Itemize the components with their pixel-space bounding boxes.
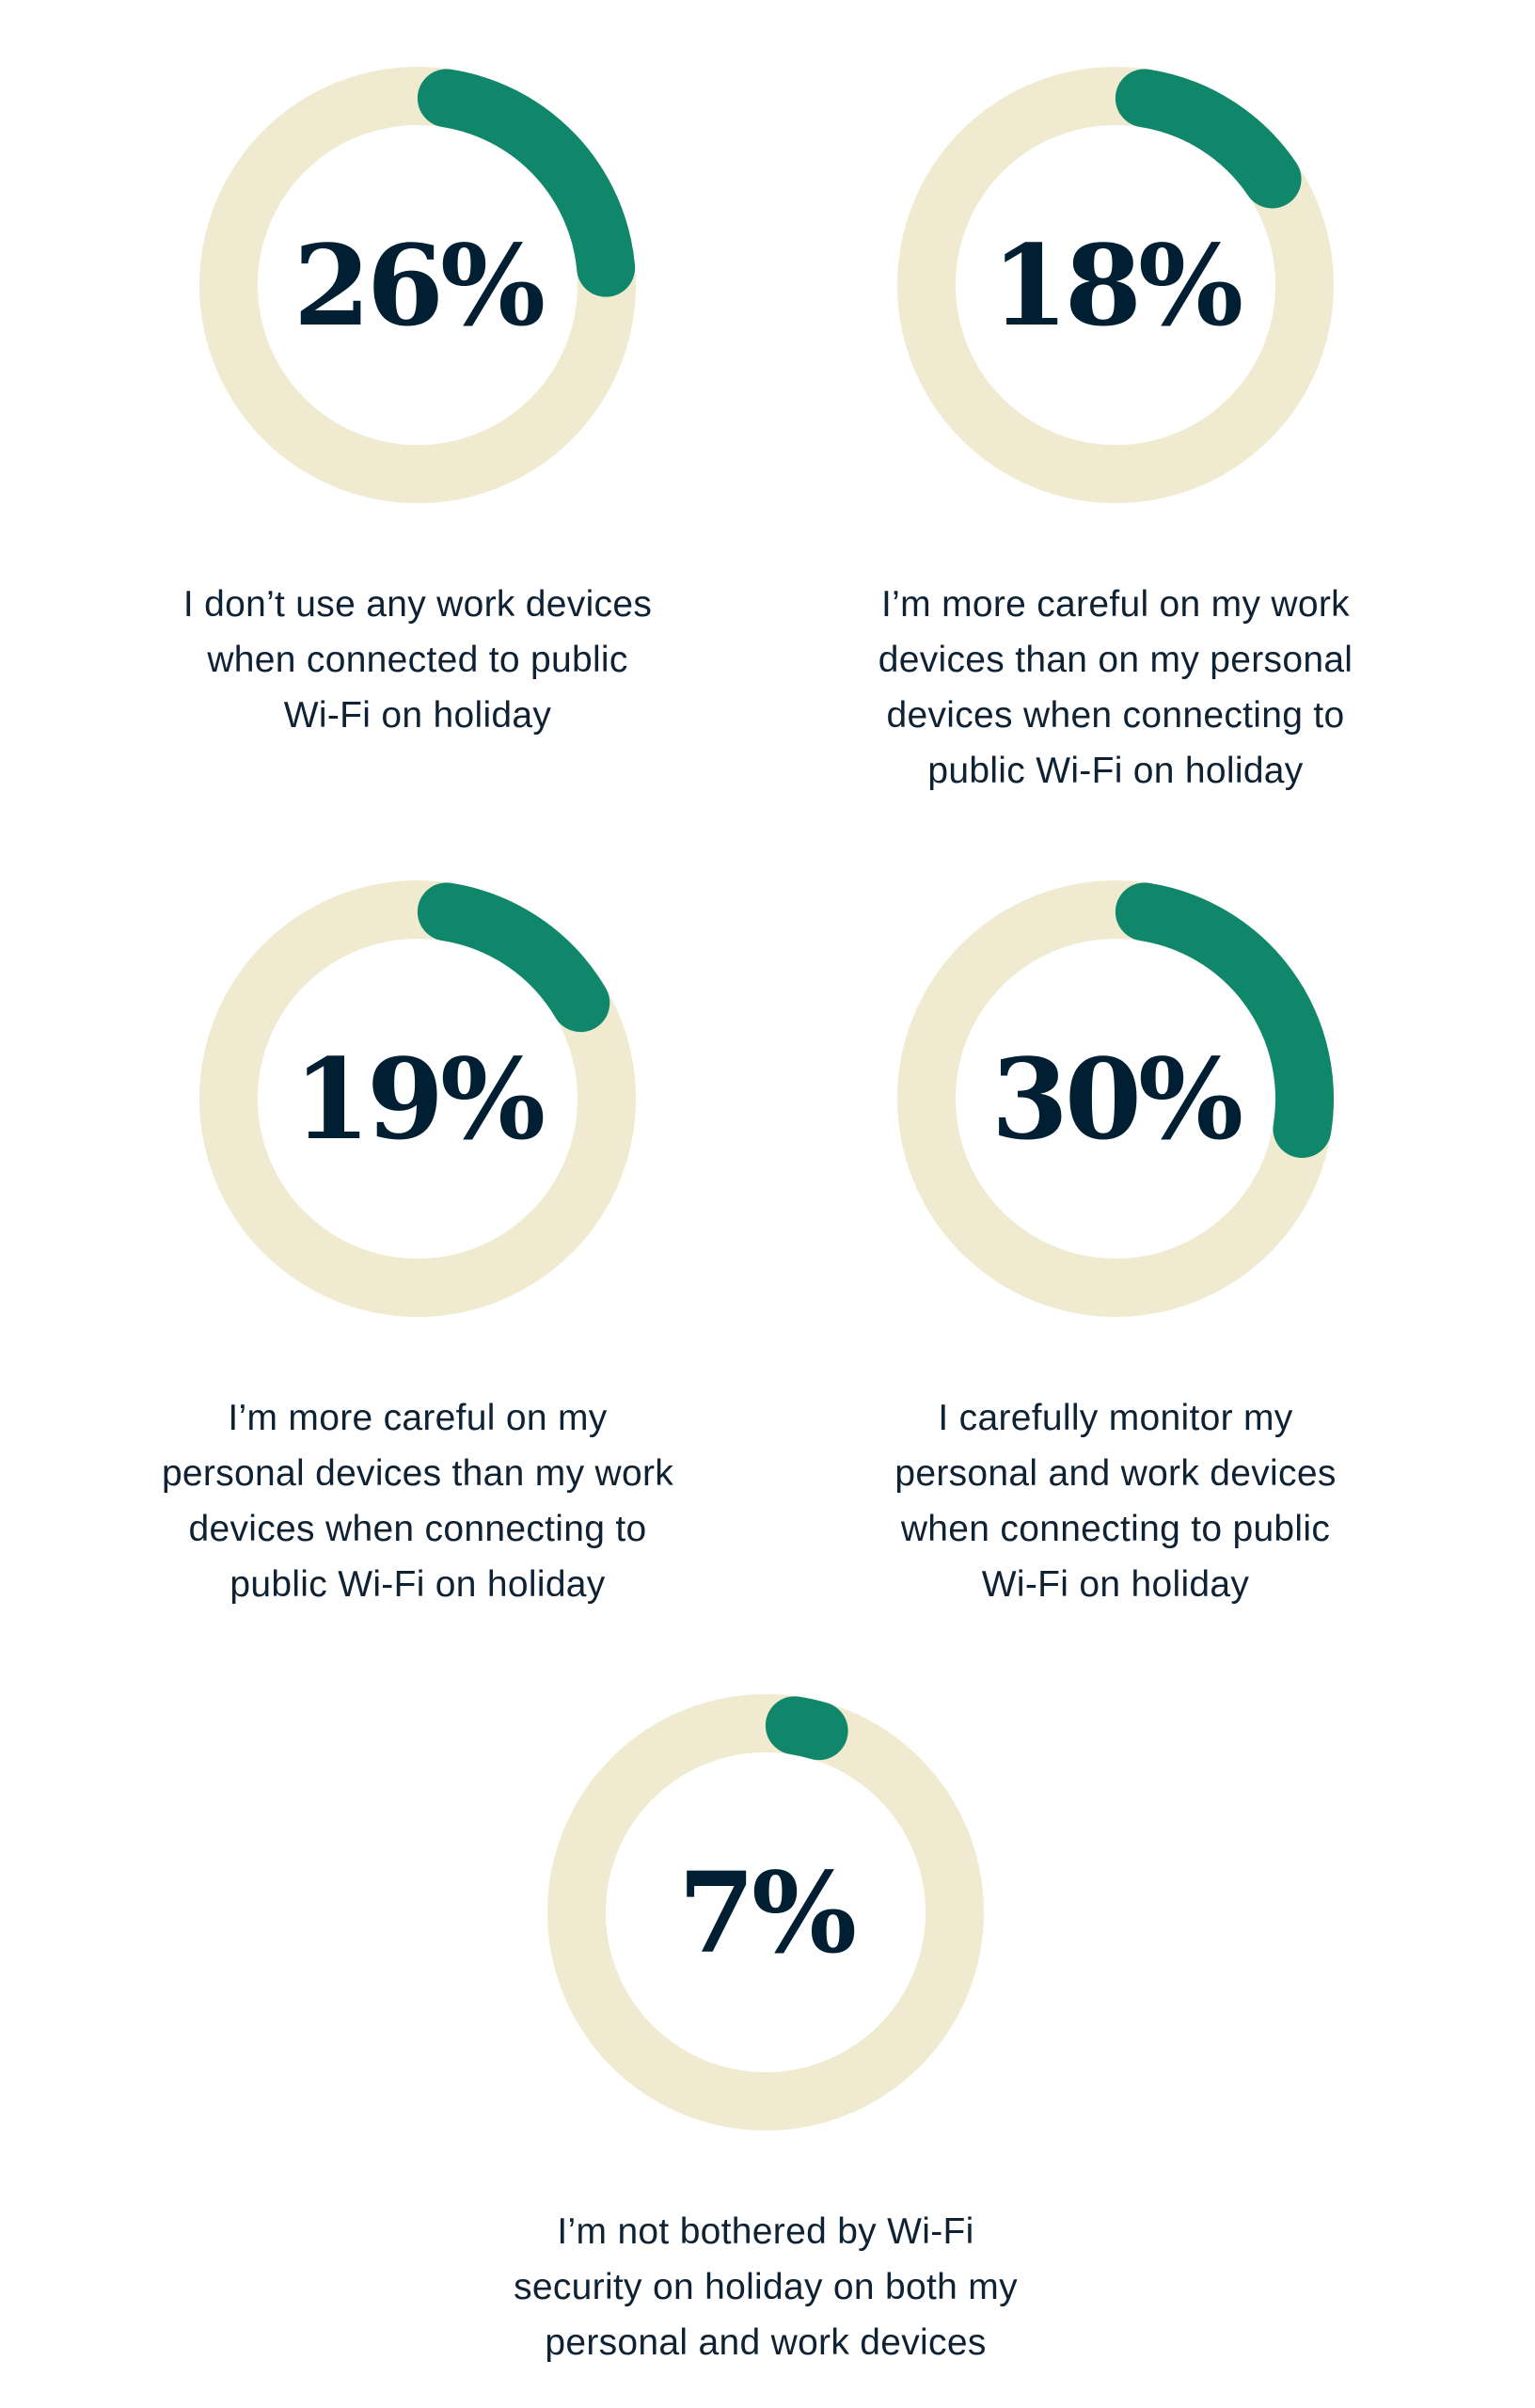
label-line: public Wi-Fi on holiday (927, 751, 1304, 791)
donut-value-arc (1115, 882, 1334, 1159)
donut-label: I don’t use any work devices when connect… (88, 577, 747, 743)
label-line: when connected to public (207, 640, 628, 680)
label-line: I’m not bothered by Wi-Fi (557, 2211, 974, 2252)
donut-item: 26% I don’t use any work devices when conn… (88, 59, 747, 743)
donut-item: 7% I’m not bothered by Wi-Fi security on h… (436, 1687, 1095, 2370)
donut: 26% (199, 67, 636, 503)
donut-value-arc (417, 882, 610, 1033)
donut-label: I’m more careful on my personal devices t… (88, 1390, 747, 1612)
percent-value: 19% (293, 1034, 544, 1164)
donut-item: 19% I’m more careful on my personal device… (88, 873, 747, 1612)
label-line: devices than on my personal (878, 640, 1353, 680)
label-line: I’m more careful on my (228, 1398, 608, 1438)
label-line: security on holiday on both my (514, 2267, 1018, 2307)
donut: 18% (897, 67, 1334, 503)
donut-value-arc (1115, 69, 1302, 209)
donut-label: I’m more careful on my work devices than … (786, 577, 1445, 799)
label-line: Wi-Fi on holiday (981, 1564, 1250, 1605)
donut-label: I’m not bothered by Wi-Fi security on hol… (436, 2204, 1095, 2370)
donut: 7% (547, 1694, 984, 2131)
donut-value-arc (417, 69, 636, 297)
donut: 19% (199, 880, 636, 1317)
label-line: personal devices than my work (161, 1453, 674, 1494)
percent-value: 7% (678, 1847, 855, 1978)
donut-value-arc (765, 1696, 848, 1761)
donut: 30% (897, 880, 1334, 1317)
donut-item: 18% I’m more careful on my work devices th… (786, 59, 1445, 799)
label-line: Wi-Fi on holiday (283, 695, 552, 736)
label-line: public Wi-Fi on holiday (229, 1564, 606, 1605)
donut-label: I carefully monitor my personal and work … (786, 1390, 1445, 1612)
label-line: when connecting to public (900, 1509, 1331, 1549)
label-line: devices when connecting to (886, 695, 1345, 736)
percent-value: 18% (991, 220, 1242, 351)
label-line: I carefully monitor my (938, 1398, 1293, 1438)
label-line: personal and work devices (894, 1453, 1337, 1494)
label-line: devices when connecting to (188, 1509, 647, 1549)
percent-value: 30% (991, 1034, 1242, 1164)
percent-value: 26% (293, 220, 544, 351)
label-line: I don’t use any work devices (182, 584, 653, 625)
label-line: I’m more careful on my work (881, 584, 1350, 625)
donut-item: 30% I carefully monitor my personal and wo… (786, 873, 1445, 1612)
label-line: personal and work devices (545, 2322, 987, 2363)
